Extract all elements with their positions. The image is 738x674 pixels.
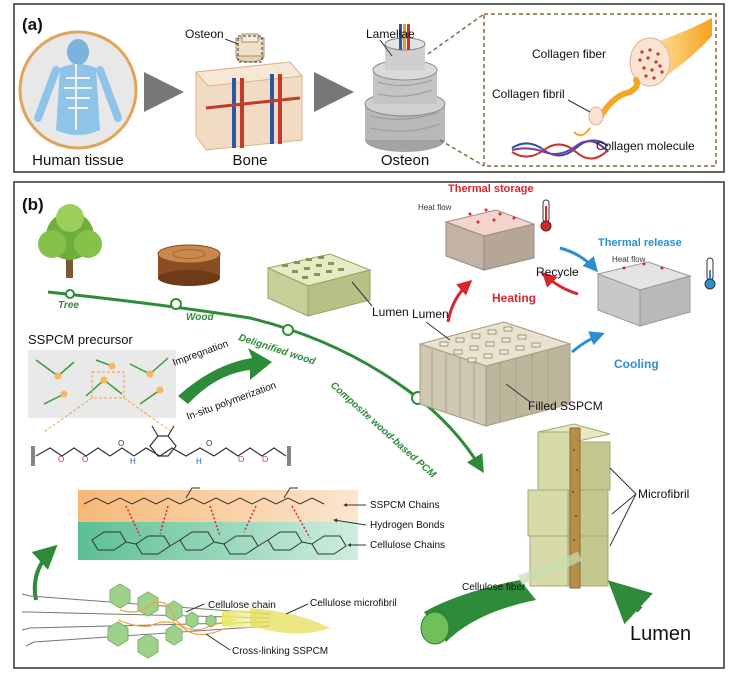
lamellae-callout-line <box>379 39 393 57</box>
cellulose-microfibril-pointer <box>285 603 309 615</box>
cross-linking-label: Cross-linking SSPCM <box>232 646 328 657</box>
collagen-fibril-label: Collagen fibril <box>492 87 565 101</box>
human-tissue-caption: Human tissue <box>32 152 124 169</box>
panel-b: (b) Tree Wood Delignified wood Composite… <box>13 181 725 669</box>
cellulose-microfibril-label: Cellulose microfibril <box>310 598 397 609</box>
osteon-caption: Osteon <box>381 152 429 169</box>
human-figure-icon <box>18 30 138 150</box>
zoom-guide-lines <box>427 13 485 167</box>
thermometer-cold-icon <box>704 257 716 290</box>
delignified-wood-block-icon <box>266 253 372 317</box>
tree-icon <box>38 204 102 278</box>
bone-icon <box>195 33 303 151</box>
filled-sspcm-label: Filled SSPCM <box>528 399 603 413</box>
composite-block-icon <box>418 321 572 427</box>
sspcm-precursor-title: SSPCM precursor <box>28 332 133 347</box>
cellulose-chains-label: Cellulose Chains <box>370 540 445 551</box>
cooling-arrow <box>571 331 605 354</box>
microfibril-label: Microfibril <box>638 487 689 501</box>
microfibril-lines <box>609 467 637 547</box>
cross-linking-pointer <box>205 633 231 651</box>
filled-sspcm-line <box>505 383 531 403</box>
panel-b-label: (b) <box>22 195 44 214</box>
lumen-small-line <box>351 281 373 307</box>
process-node-delignified <box>282 324 294 336</box>
collagen-fiber-icon <box>511 18 712 160</box>
svg-text:O: O <box>118 439 124 448</box>
lumen-big-label: Lumen <box>630 623 691 645</box>
cellulose-chain-label: Cellulose chain <box>208 600 276 611</box>
sspcm-chain-icon <box>83 487 325 505</box>
polymer-atoms-icon: O O O H H O O O <box>58 439 268 466</box>
hydrogen-bond-lines <box>125 505 311 539</box>
cellulose-fiber-label: Cellulose fiber <box>462 582 526 593</box>
thermometer-hot-icon <box>540 199 552 232</box>
hydrogen-bonds-pointer <box>333 518 367 526</box>
heat-flow-left-label: Heat flow <box>418 203 452 212</box>
tree-label: Tree <box>58 300 79 311</box>
heat-flow-right-label: Heat flow <box>612 255 646 264</box>
heating-label: Heating <box>492 291 536 305</box>
thermal-storage-label: Thermal storage <box>448 183 534 195</box>
release-arrow <box>559 246 598 273</box>
sspcm-chain-band <box>78 490 358 522</box>
svg-text:H: H <box>130 457 136 466</box>
precursor-monomers-icon <box>54 362 164 398</box>
panel-a-label: (a) <box>22 15 43 34</box>
osteon-callout-label: Osteon <box>185 27 224 41</box>
osteon-callout-line <box>224 38 239 45</box>
impregnation-arrow <box>178 348 272 404</box>
process-path <box>47 290 484 474</box>
svg-text:O: O <box>262 455 268 464</box>
process-node-wood <box>170 298 182 310</box>
bone-caption: Bone <box>232 152 267 169</box>
recycle-label: Recycle <box>536 265 579 279</box>
svg-text:O: O <box>206 439 212 448</box>
wood-label: Wood <box>186 312 214 323</box>
polymer-formula-icon <box>31 425 291 466</box>
precursor-highlight-box <box>91 371 125 399</box>
sspcm-chains-label: SSPCM Chains <box>370 500 439 511</box>
panel-b-frame <box>13 181 725 669</box>
svg-text:O: O <box>58 455 64 464</box>
cellulose-chain-pointer <box>185 603 205 613</box>
panel-a: (a) Human tissue Osteon Bone <box>13 3 725 173</box>
upward-zoom-arrow <box>31 544 58 601</box>
microfibril-bundle-icon <box>21 583 330 659</box>
cooling-label: Cooling <box>614 357 659 371</box>
svg-text:O: O <box>238 455 244 464</box>
svg-text:H: H <box>196 457 202 466</box>
storage-arrow <box>541 271 579 296</box>
sspcm-precursor-box <box>28 350 176 418</box>
cellulose-chain-band <box>78 522 358 560</box>
wood-log-icon <box>157 244 221 286</box>
lumen-small-label: Lumen <box>372 305 409 319</box>
cellulose-chain-icon <box>91 531 347 555</box>
osteon-icon <box>364 24 446 152</box>
collagen-fiber-label: Collagen fiber <box>532 47 606 61</box>
thermal-release-block-icon <box>596 261 692 327</box>
lamellae-label: Lamellae <box>366 27 415 41</box>
cellulose-fiber-icon <box>420 551 583 645</box>
thermal-release-label: Thermal release <box>598 237 682 249</box>
heating-arrow <box>446 280 473 323</box>
lumen-composite-line <box>425 321 451 341</box>
process-node-tree <box>65 289 75 299</box>
collagen-fibril-line <box>567 99 591 113</box>
lumen-big-arrow <box>607 580 653 625</box>
collagen-zoom-box <box>483 13 717 167</box>
svg-text:O: O <box>82 455 88 464</box>
thermal-storage-block-icon <box>444 208 536 271</box>
collagen-molecule-label: Collagen molecule <box>596 139 695 153</box>
lumen-composite-label: Lumen <box>412 307 449 321</box>
hydrogen-bonds-label: Hydrogen Bonds <box>370 520 445 531</box>
